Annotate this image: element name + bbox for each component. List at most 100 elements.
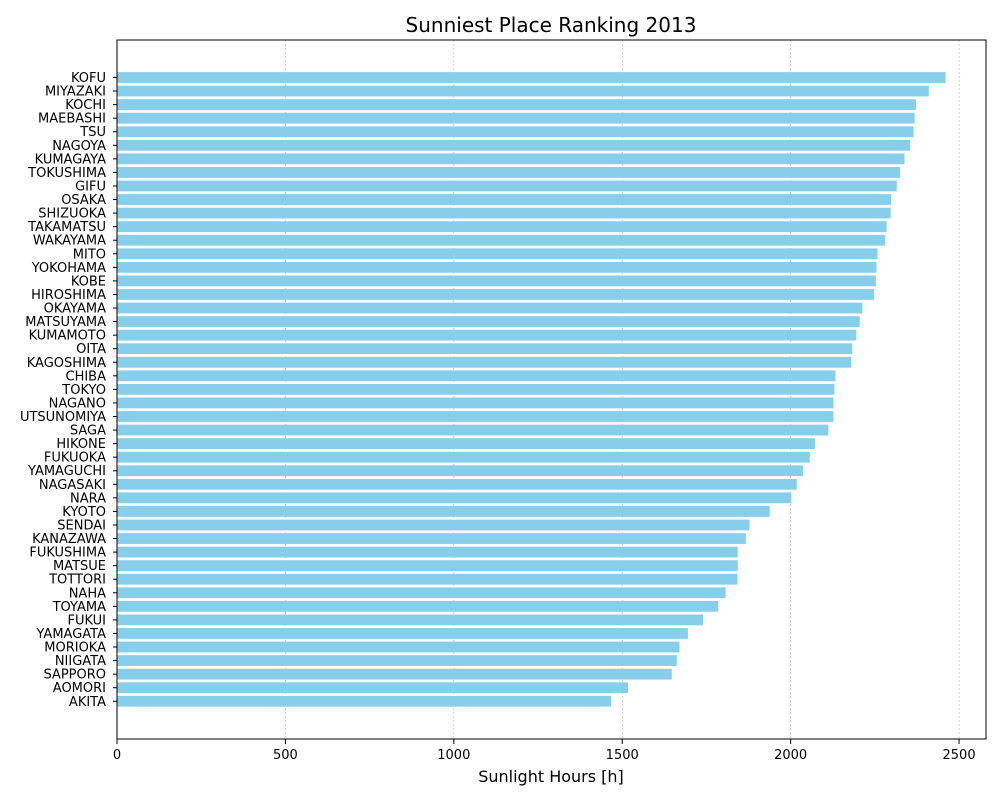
bar-takamatsu — [117, 221, 887, 233]
bar-morioka — [117, 641, 680, 653]
bar-kumamoto — [117, 329, 857, 341]
bar-kofu — [117, 72, 946, 83]
y-tick-label: MORIOKA — [44, 641, 106, 656]
y-tick-label: FUKUOKA — [44, 451, 106, 466]
bar-osaka — [117, 194, 892, 205]
bar-kanazawa — [117, 533, 746, 544]
bar-tokushima — [117, 167, 901, 178]
x-tick-label: 2500 — [943, 748, 976, 763]
y-tick-label: OKAYAMA — [44, 302, 106, 317]
y-tick-label: SHIZUOKA — [38, 207, 106, 222]
bar-matsuyama — [117, 316, 860, 327]
y-tick-label: HIROSHIMA — [31, 288, 106, 303]
y-tick-label: OSAKA — [61, 193, 106, 208]
bar-mito — [117, 248, 878, 260]
bar-saga — [117, 424, 829, 436]
y-tick-label: AOMORI — [53, 681, 106, 696]
y-tick-label: UTSUNOMIYA — [20, 410, 106, 425]
y-tick-label: TOTTORI — [48, 573, 106, 588]
y-tick-label: WAKAYAMA — [33, 234, 106, 249]
y-tick-label: OITA — [76, 342, 106, 357]
chart-title: Sunniest Place Ranking 2013 — [406, 13, 697, 37]
y-tick-label: TOKUSHIMA — [27, 166, 106, 181]
bar-niigata — [117, 655, 677, 666]
y-tick-label: HIKONE — [56, 437, 106, 452]
bar-kyoto — [117, 506, 770, 517]
y-tick-label: NIIGATA — [55, 654, 106, 669]
bar-tokyo — [117, 383, 835, 395]
bar-fukushima — [117, 546, 738, 558]
y-tick-label: NAGASAKI — [39, 478, 106, 493]
bar-nara — [117, 492, 792, 504]
bar-nagasaki — [117, 478, 797, 490]
y-tick-label: FUKUSHIMA — [29, 546, 106, 561]
bar-fukuoka — [117, 451, 810, 463]
y-tick-label: CHIBA — [66, 369, 107, 384]
y-tick-label: MIYAZAKI — [45, 85, 106, 100]
bar-kochi — [117, 99, 916, 111]
y-tick-label: TSU — [79, 125, 106, 140]
bar-miyazaki — [117, 85, 929, 97]
bar-matsue — [117, 560, 738, 572]
y-tick-label: NAGOYA — [52, 139, 106, 154]
y-tick-label: KOCHI — [65, 98, 106, 113]
bar-yamagata — [117, 628, 688, 639]
bar-akita — [117, 695, 612, 707]
x-tick-label: 500 — [273, 748, 298, 763]
x-axis-label: Sunlight Hours [h] — [478, 767, 624, 786]
bar-chiba — [117, 370, 836, 382]
y-tick-label: YAMAGUCHI — [27, 464, 106, 479]
bar-nagoya — [117, 139, 911, 151]
y-tick-label: TOKYO — [61, 383, 106, 398]
bar-wakayama — [117, 234, 885, 246]
y-tick-label: TOYAMA — [52, 600, 107, 615]
bar-yamaguchi — [117, 465, 804, 477]
bar-kobe — [117, 275, 876, 287]
y-tick-label: MATSUYAMA — [25, 315, 106, 330]
bar-tsu — [117, 126, 914, 138]
bar-kumagaya — [117, 153, 905, 165]
bar-okayama — [117, 302, 863, 314]
y-tick-label: YAMAGATA — [36, 627, 107, 642]
y-tick-label: YOKOHAMA — [31, 261, 106, 276]
bar-aomori — [117, 682, 628, 694]
bar-yokohama — [117, 261, 877, 273]
y-tick-label: GIFU — [75, 179, 106, 194]
bar-sapporo — [117, 668, 672, 680]
y-tick-label: FUKUI — [67, 613, 106, 628]
bar-maebashi — [117, 112, 915, 124]
y-tick-label: KOBE — [71, 274, 106, 289]
bar-kagoshima — [117, 356, 852, 368]
y-tick-label: NAGANO — [49, 396, 106, 411]
bar-hiroshima — [117, 289, 875, 300]
bar-naha — [117, 587, 726, 599]
y-tick-label: MITO — [73, 247, 106, 262]
x-axis-ticks: 0 500 1000 1500 2000 2500 — [113, 739, 976, 763]
x-tick-label: 1000 — [437, 748, 470, 763]
y-tick-label: SENDAI — [57, 518, 106, 533]
y-tick-label: KYOTO — [62, 505, 106, 520]
y-tick-label: KAGOSHIMA — [27, 356, 106, 371]
y-tick-label: SAGA — [70, 424, 106, 439]
bar-sendai — [117, 519, 750, 531]
bar-utsunomiya — [117, 411, 834, 422]
y-axis-ticks: KOFUMIYAZAKIKOCHIMAEBASHITSUNAGOYAKUMAGA… — [20, 71, 117, 710]
bar-gifu — [117, 180, 897, 192]
bar-tottori — [117, 573, 738, 585]
bar-hikone — [117, 438, 815, 450]
x-tick-label: 1500 — [606, 748, 639, 763]
y-tick-label: MAEBASHI — [38, 112, 106, 127]
bar-toyama — [117, 600, 719, 612]
y-tick-label: KUMAMOTO — [29, 329, 106, 344]
y-tick-label: AKITA — [69, 695, 106, 710]
x-tick-label: 0 — [113, 748, 121, 763]
bar-oita — [117, 343, 853, 355]
bar-fukui — [117, 614, 704, 626]
y-tick-label: MATSUE — [53, 559, 106, 574]
y-tick-label: SAPPORO — [43, 668, 106, 683]
bar-nagano — [117, 397, 834, 409]
y-tick-label: KANAZAWA — [32, 532, 106, 547]
bars — [117, 72, 946, 707]
